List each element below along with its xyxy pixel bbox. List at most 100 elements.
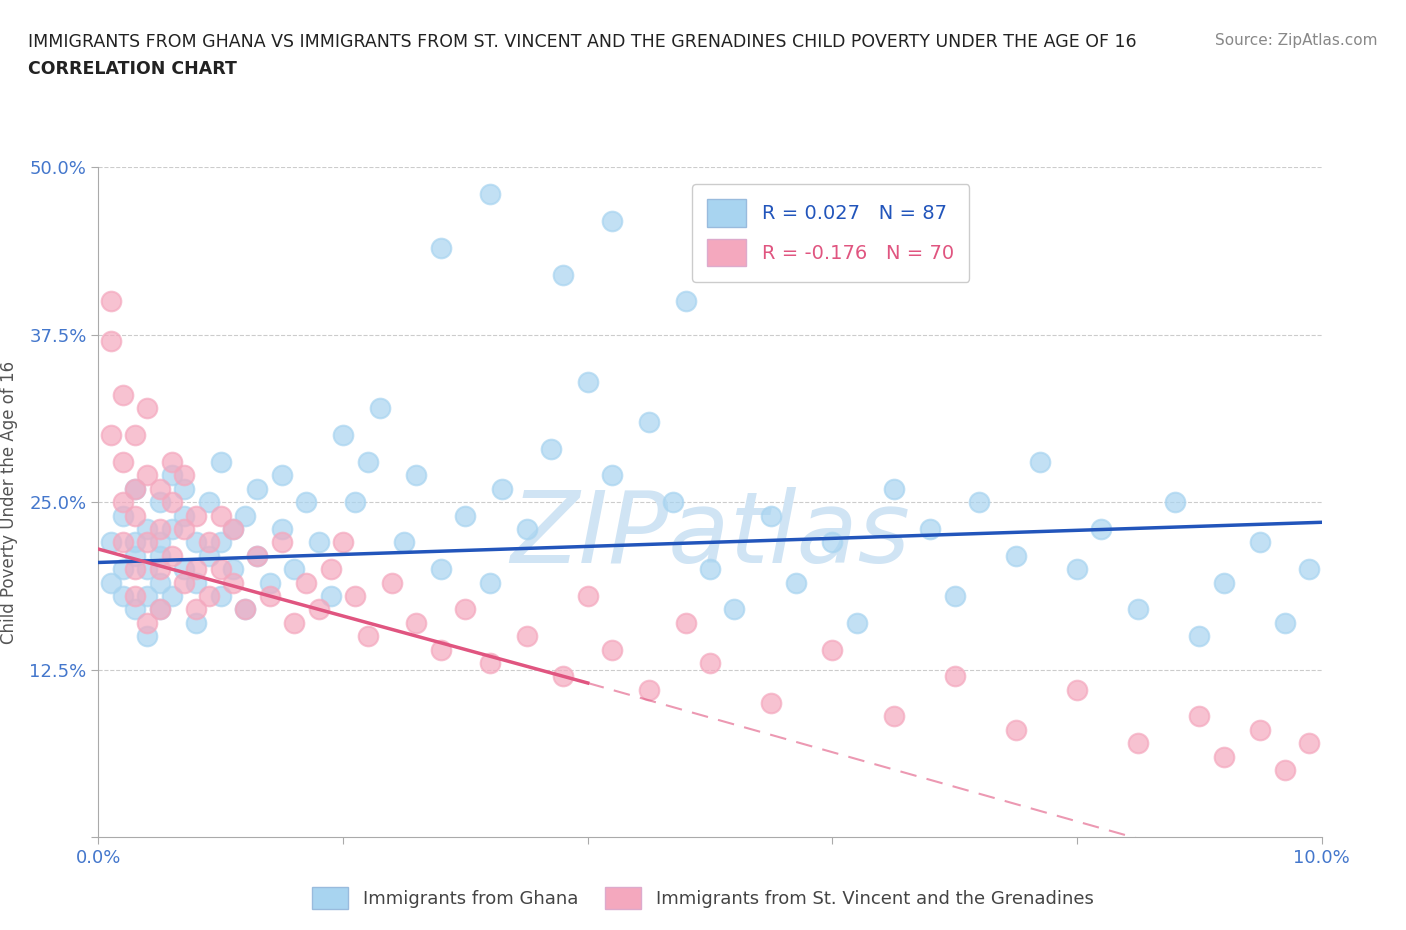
Point — [149, 575, 172, 590]
Point — [246, 482, 269, 497]
Text: CORRELATION CHART: CORRELATION CHART — [28, 60, 238, 78]
Point — [111, 589, 134, 604]
Point — [1066, 683, 1088, 698]
Point — [454, 508, 477, 523]
Point — [319, 589, 342, 604]
Point — [124, 602, 146, 617]
Point — [124, 428, 146, 443]
Point — [295, 495, 318, 510]
Point — [344, 589, 367, 604]
Point — [1249, 723, 1271, 737]
Point — [173, 575, 195, 590]
Point — [270, 468, 292, 483]
Point — [222, 522, 245, 537]
Point — [233, 508, 256, 523]
Y-axis label: Child Poverty Under the Age of 16: Child Poverty Under the Age of 16 — [0, 361, 18, 644]
Point — [124, 535, 146, 550]
Point — [1128, 602, 1150, 617]
Point — [270, 535, 292, 550]
Point — [1004, 723, 1026, 737]
Point — [1249, 535, 1271, 550]
Point — [197, 535, 219, 550]
Point — [270, 522, 292, 537]
Point — [1029, 455, 1052, 470]
Point — [197, 589, 219, 604]
Point — [160, 495, 183, 510]
Point — [209, 455, 232, 470]
Point — [149, 549, 172, 564]
Point — [124, 562, 146, 577]
Point — [160, 455, 183, 470]
Point — [785, 575, 807, 590]
Point — [160, 589, 183, 604]
Point — [1164, 495, 1187, 510]
Point — [356, 629, 378, 644]
Point — [222, 522, 245, 537]
Point — [319, 562, 342, 577]
Point — [1188, 709, 1211, 724]
Point — [136, 562, 159, 577]
Point — [1090, 522, 1112, 537]
Point — [111, 495, 134, 510]
Point — [173, 482, 195, 497]
Point — [209, 508, 232, 523]
Point — [759, 696, 782, 711]
Point — [136, 522, 159, 537]
Point — [136, 589, 159, 604]
Point — [1274, 763, 1296, 777]
Point — [111, 508, 134, 523]
Point — [723, 602, 745, 617]
Point — [111, 535, 134, 550]
Point — [197, 549, 219, 564]
Point — [100, 535, 122, 550]
Point — [308, 602, 330, 617]
Point — [381, 575, 404, 590]
Point — [662, 495, 685, 510]
Point — [100, 428, 122, 443]
Point — [149, 602, 172, 617]
Point — [233, 602, 256, 617]
Point — [576, 589, 599, 604]
Point — [600, 642, 623, 657]
Point — [173, 562, 195, 577]
Point — [943, 669, 966, 684]
Point — [100, 334, 122, 349]
Point — [173, 522, 195, 537]
Point — [149, 602, 172, 617]
Point — [1066, 562, 1088, 577]
Point — [124, 589, 146, 604]
Point — [222, 562, 245, 577]
Point — [540, 441, 562, 456]
Point — [478, 656, 501, 671]
Point — [759, 508, 782, 523]
Point — [186, 508, 208, 523]
Point — [149, 495, 172, 510]
Point — [149, 522, 172, 537]
Point — [111, 562, 134, 577]
Point — [100, 294, 122, 309]
Point — [209, 535, 232, 550]
Point — [186, 535, 208, 550]
Point — [160, 549, 183, 564]
Point — [160, 468, 183, 483]
Point — [111, 388, 134, 403]
Point — [368, 401, 391, 416]
Point — [186, 562, 208, 577]
Point — [136, 616, 159, 631]
Point — [883, 482, 905, 497]
Point — [1188, 629, 1211, 644]
Point — [675, 294, 697, 309]
Point — [233, 602, 256, 617]
Point — [576, 374, 599, 389]
Point — [186, 602, 208, 617]
Point — [259, 575, 281, 590]
Point — [136, 629, 159, 644]
Point — [516, 522, 538, 537]
Point — [920, 522, 942, 537]
Point — [478, 575, 501, 590]
Point — [1298, 562, 1320, 577]
Point — [1212, 575, 1234, 590]
Point — [124, 549, 146, 564]
Point — [209, 562, 232, 577]
Point — [553, 267, 575, 282]
